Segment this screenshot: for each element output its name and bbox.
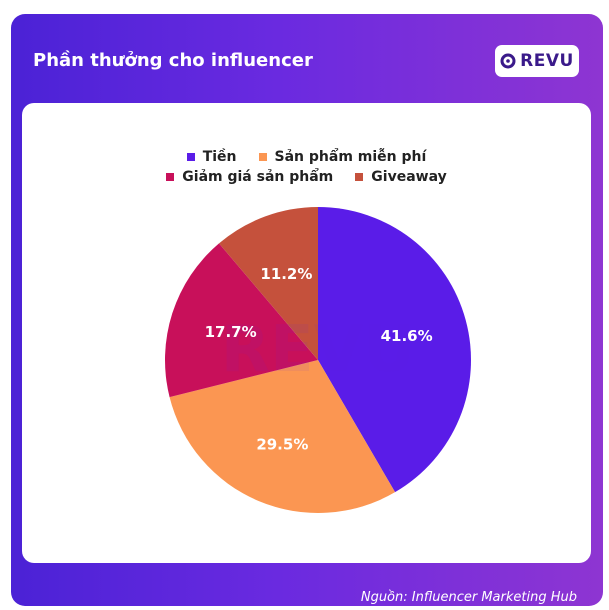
legend-item-tien: Tiền [186, 149, 237, 165]
logo-ring-icon [500, 53, 516, 69]
legend-item-san-pham-mien-phi: Sản phẩm miễn phí [258, 149, 427, 165]
pie-slice-giveaway [219, 207, 318, 360]
chart-legend: Tiền Sản phẩm miễn phí Giảm giá sản phẩm… [22, 147, 591, 187]
pie-slices [165, 207, 471, 513]
legend-label: Giảm giá sản phẩm [182, 169, 334, 185]
slice-value-label-giveaway: 11.2% [260, 265, 312, 283]
source-note: Nguồn: Influencer Marketing Hub [360, 590, 577, 605]
legend-row-2: Giảm giá sản phẩm Giveaway [22, 167, 591, 187]
legend-item-giam-gia-san-pham: Giảm giá sản phẩm [166, 169, 333, 185]
legend-row-1: Tiền Sản phẩm miễn phí [22, 147, 591, 167]
pie-slice-san-pham-mien-phi [169, 360, 396, 513]
pie-slice-tien [318, 207, 471, 493]
slice-value-label-san-pham-mien-phi: 29.5% [256, 436, 308, 454]
legend-label: Sản phẩm miễn phí [274, 149, 427, 165]
pie-value-labels: 41.6% 29.5% 17.7% 11.2% [205, 265, 433, 454]
slice-value-label-giam-gia-san-pham: 17.7% [205, 323, 257, 341]
legend-swatch [258, 153, 267, 161]
pie-chart: REVU 41.6% 29.5% 17.7% 11.2% [165, 207, 471, 513]
legend-swatch [186, 153, 195, 161]
revu-logo: REVU [495, 45, 579, 77]
chart-title: Phần thưởng cho influencer [33, 50, 313, 71]
watermark-text: REVU [221, 313, 416, 387]
chart-card: REVU 41.6% 29.5% 17.7% 11.2% Tiền Sản phẩm … [22, 103, 591, 563]
slice-value-label-tien: 41.6% [381, 327, 433, 345]
infographic-frame: Phần thưởng cho influencer REVU REVU 41.… [11, 14, 603, 606]
legend-item-giveaway: Giveaway [355, 169, 447, 185]
legend-swatch [355, 173, 364, 181]
pie-slice-giam-gia-san-pham [165, 243, 318, 398]
legend-label: Giveaway [371, 169, 447, 185]
legend-label: Tiền [202, 149, 237, 165]
legend-swatch [166, 173, 175, 181]
logo-text: REVU [520, 51, 574, 71]
